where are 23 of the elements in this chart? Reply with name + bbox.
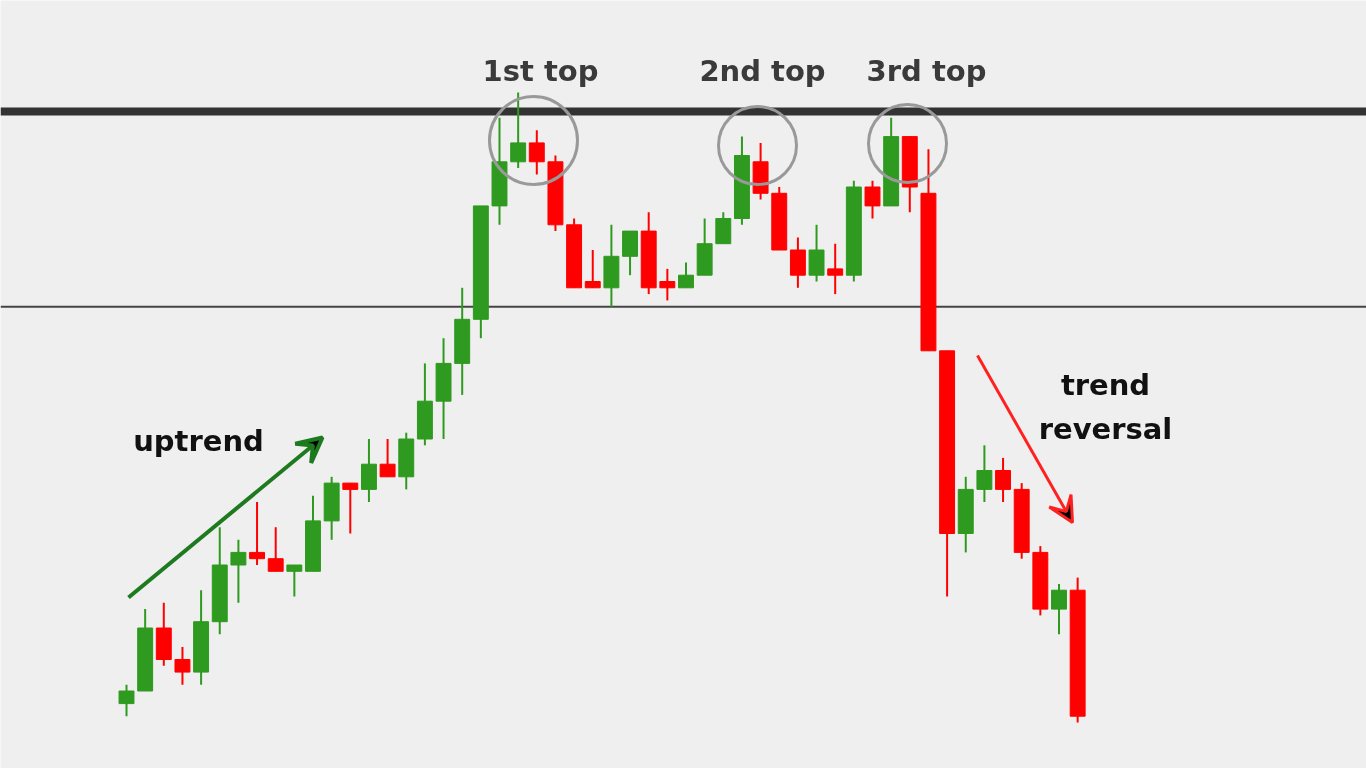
candlestick (267, 526, 284, 573)
text: 2nd top (699, 53, 826, 88)
candlestick (342, 482, 359, 535)
annotation: uptrend (133, 423, 264, 458)
text: 1st top (482, 53, 599, 88)
candlestick (995, 456, 1012, 503)
candlestick (827, 242, 844, 296)
annotation: trend reversal (1038, 367, 1173, 446)
text: 3rd top (866, 53, 987, 88)
candlestick (659, 267, 676, 302)
candlestick (584, 249, 601, 289)
candlestick (528, 129, 545, 176)
candlestick (379, 438, 396, 478)
candlestick (976, 444, 993, 503)
candlestick (118, 683, 135, 718)
candlestick (286, 564, 303, 598)
candlestick (864, 179, 881, 220)
candlestick (1051, 582, 1067, 636)
candlestick (249, 501, 266, 566)
candlestick (510, 91, 527, 170)
candlestick (174, 645, 191, 686)
candlestick (230, 538, 247, 604)
candlestick (678, 261, 694, 289)
